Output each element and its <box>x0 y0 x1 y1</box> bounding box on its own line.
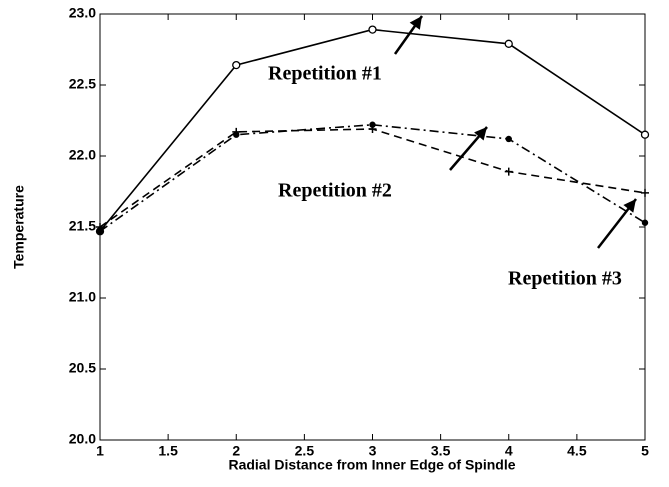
point <box>232 60 241 70</box>
x-tick-label: 1 <box>96 443 104 459</box>
point <box>369 121 376 128</box>
point <box>641 188 649 197</box>
point <box>233 131 240 138</box>
y-tick-label: 20.5 <box>69 360 96 376</box>
x-tick-label: 5 <box>641 443 649 459</box>
y-tick-label: 21.5 <box>69 218 96 234</box>
annotation: Repetition #1 <box>268 63 382 85</box>
x-axis-label: Radial Distance from Inner Edge of Spind… <box>228 457 515 473</box>
arrow <box>449 126 488 171</box>
y-tick-label: 21.0 <box>69 289 96 305</box>
x-tick-label: 3 <box>369 443 377 459</box>
point <box>504 167 513 176</box>
point <box>96 228 104 235</box>
x-tick-label: 4.5 <box>567 443 587 459</box>
x-tick-label: 4 <box>505 443 513 459</box>
x-tick-label: 2.5 <box>295 443 315 459</box>
arrow <box>393 15 424 55</box>
data-line <box>99 123 646 232</box>
point <box>368 25 377 34</box>
point <box>640 130 650 139</box>
y-tick-label: 22.5 <box>69 76 96 92</box>
y-tick-label: 23.0 <box>69 5 96 21</box>
annotation: Repetition #2 <box>278 180 392 202</box>
point <box>504 39 513 48</box>
y-axis-label: Temperature <box>11 185 27 269</box>
point <box>641 219 649 226</box>
y-tick-label: 22.0 <box>69 147 96 163</box>
data-line <box>99 128 646 228</box>
arrow <box>597 198 637 249</box>
x-tick-label: 3.5 <box>431 443 451 459</box>
annotation: Repetition #3 <box>508 268 622 290</box>
y-tick-label: 20.0 <box>69 431 96 447</box>
x-tick-label: 1.5 <box>158 443 178 459</box>
x-tick-label: 2 <box>232 443 240 459</box>
point <box>505 135 512 143</box>
